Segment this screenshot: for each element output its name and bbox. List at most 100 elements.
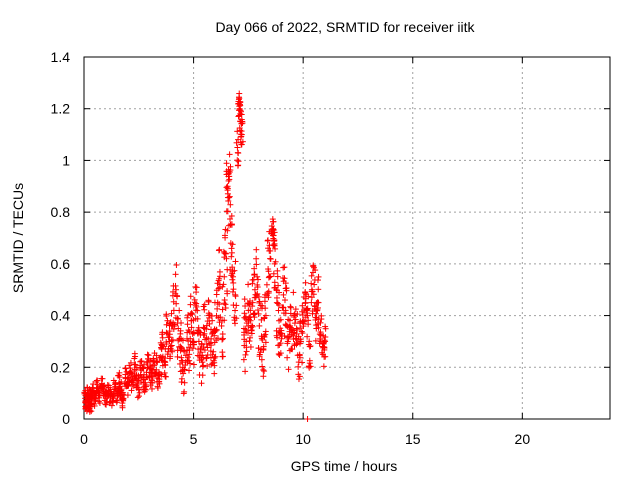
data-point: [269, 216, 276, 223]
data-point: [232, 258, 239, 265]
data-point: [90, 381, 97, 388]
data-point: [261, 368, 268, 375]
y-tick-label: 0.8: [51, 204, 71, 220]
data-point: [312, 316, 319, 323]
data-point: [251, 265, 258, 272]
data-point: [276, 289, 283, 296]
data-point: [249, 299, 256, 306]
y-tick-label: 0.2: [51, 359, 71, 375]
data-point: [176, 307, 183, 314]
data-point: [247, 334, 254, 341]
data-point: [317, 319, 324, 326]
data-point: [220, 281, 227, 288]
data-point: [286, 317, 293, 324]
data-point: [228, 212, 235, 219]
data-point: [228, 253, 235, 260]
data-point: [235, 150, 242, 157]
data-point: [283, 287, 290, 294]
data-point: [166, 331, 173, 338]
data-point: [216, 301, 223, 308]
y-tick-label: 0.6: [51, 256, 71, 272]
data-point: [313, 310, 320, 317]
data-point: [275, 282, 282, 289]
data-point: [267, 255, 274, 262]
data-point: [86, 407, 93, 414]
data-point: [138, 358, 145, 365]
data-point: [143, 359, 150, 366]
data-point: [262, 305, 269, 312]
data-point: [173, 286, 180, 293]
data-point: [267, 273, 274, 280]
data-point: [227, 201, 234, 208]
data-point: [301, 318, 308, 325]
data-point: [253, 255, 260, 262]
data-point: [215, 247, 222, 254]
data-point: [119, 404, 126, 411]
data-point: [162, 359, 169, 366]
data-point: [277, 340, 284, 347]
data-point: [262, 331, 269, 338]
data-point: [259, 363, 266, 370]
data-point: [88, 408, 95, 415]
data-point: [291, 320, 298, 327]
data-point: [112, 380, 119, 387]
data-point: [268, 223, 275, 230]
data-point: [311, 281, 318, 288]
data-point: [315, 324, 322, 331]
data-point: [262, 312, 269, 319]
data-point: [96, 400, 103, 407]
data-point: [211, 370, 218, 377]
data-point: [261, 332, 268, 339]
data-point: [322, 333, 329, 340]
data-point: [264, 290, 271, 297]
data-point: [277, 325, 284, 332]
data-point: [287, 303, 294, 310]
data-point: [229, 264, 236, 271]
data-point: [299, 302, 306, 309]
data-point: [276, 301, 283, 308]
data-point: [214, 299, 221, 306]
data-point: [222, 250, 229, 257]
data-point: [299, 330, 306, 337]
data-point: [154, 359, 161, 366]
data-point: [174, 293, 181, 300]
data-point: [223, 255, 230, 262]
data-point: [158, 371, 165, 378]
data-point: [257, 302, 264, 309]
data-point: [256, 322, 263, 329]
data-point: [157, 371, 164, 378]
data-point: [273, 294, 280, 301]
data-point: [226, 194, 233, 201]
data-point: [221, 273, 228, 280]
data-point: [196, 328, 203, 335]
data-point: [293, 325, 300, 332]
data-point: [251, 271, 258, 278]
x-tick-label: 0: [80, 431, 88, 447]
data-point: [168, 337, 175, 344]
data-point: [172, 282, 179, 289]
data-point: [302, 289, 309, 296]
data-point: [171, 321, 178, 328]
data-point: [159, 334, 166, 341]
y-tick-label: 1.4: [51, 49, 71, 65]
data-point: [88, 400, 95, 407]
data-point: [253, 261, 260, 268]
data-point: [217, 314, 224, 321]
data-point: [199, 363, 206, 370]
data-point: [233, 315, 240, 322]
data-point: [103, 401, 110, 408]
data-point: [136, 393, 143, 400]
data-point: [209, 317, 216, 324]
data-point: [201, 347, 208, 354]
data-point: [189, 345, 196, 352]
data-point: [249, 303, 256, 310]
data-point: [163, 339, 170, 346]
data-point: [225, 222, 232, 229]
data-point: [201, 301, 208, 308]
x-tick-label: 15: [405, 431, 421, 447]
data-point: [194, 315, 201, 322]
data-point: [148, 385, 155, 392]
data-point: [190, 341, 197, 348]
data-point: [219, 353, 226, 360]
data-point: [144, 358, 151, 365]
